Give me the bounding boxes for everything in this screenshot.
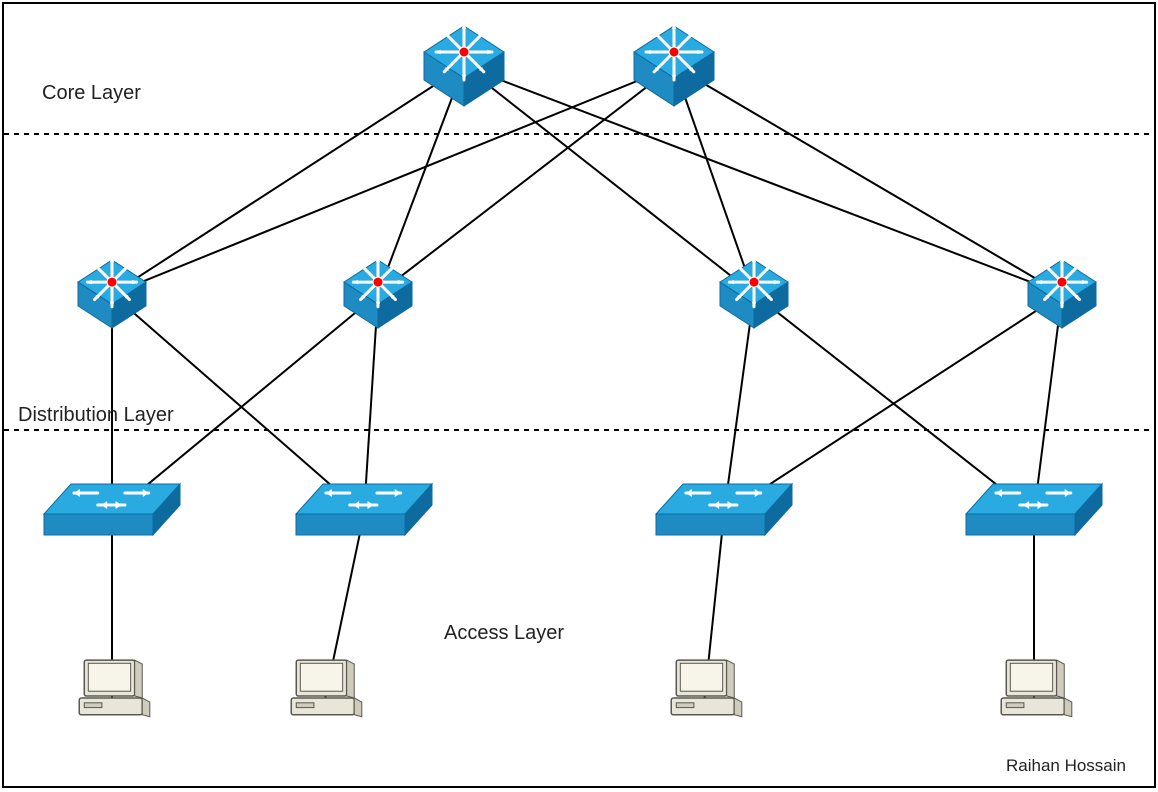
network-link	[724, 294, 754, 514]
distribution-switch-icon	[720, 257, 788, 328]
access-layer-label: Access Layer	[444, 622, 564, 645]
network-link	[674, 66, 754, 294]
pc-icon	[1001, 660, 1072, 717]
network-link	[378, 66, 674, 294]
pc-icon	[79, 660, 150, 717]
pc-icon	[671, 660, 742, 717]
network-link	[464, 66, 1062, 294]
network-link	[724, 294, 1062, 514]
network-link	[1034, 294, 1062, 514]
distribution-switch-icon	[1028, 257, 1096, 328]
core-layer-label: Core Layer	[42, 82, 141, 105]
network-link	[674, 66, 1062, 294]
author-credit: Raihan Hossain	[1006, 756, 1126, 776]
access-switch-icon	[966, 484, 1102, 535]
dividers-layer	[4, 134, 1154, 430]
access-switch-icon	[44, 484, 180, 535]
diagram-frame: Core Layer Distribution Layer Access Lay…	[2, 2, 1156, 788]
distribution-layer-label: Distribution Layer	[18, 404, 174, 427]
distribution-switch-icon	[78, 257, 146, 328]
access-switch-icon	[296, 484, 432, 535]
core-switch-icon	[424, 24, 504, 106]
links-layer	[112, 66, 1062, 704]
pc-icon	[291, 660, 362, 717]
access-switch-icon	[656, 484, 792, 535]
network-link	[112, 66, 674, 294]
network-link	[112, 66, 464, 294]
network-link	[464, 66, 754, 294]
distribution-switch-icon	[344, 257, 412, 328]
network-svg	[4, 4, 1154, 786]
core-switch-icon	[634, 24, 714, 106]
